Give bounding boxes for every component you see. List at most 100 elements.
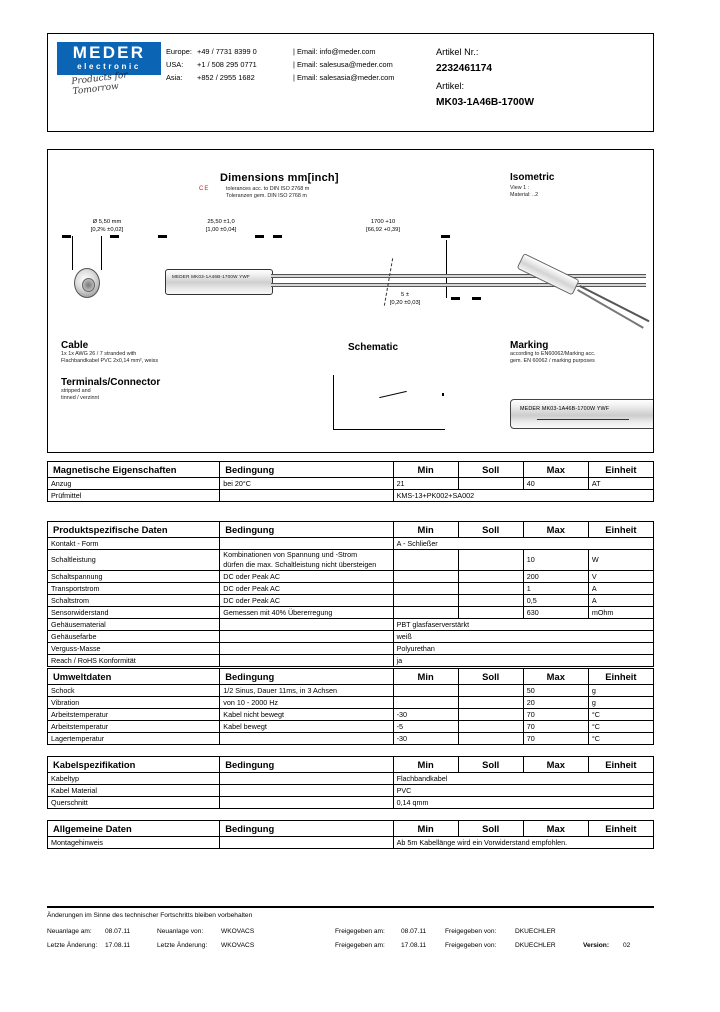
footer-releasedby2-label: Freigegeben von: (445, 942, 497, 949)
isometric-wire-2 (577, 289, 644, 329)
footer-version-value: 02 (623, 942, 631, 949)
row-param: Kabeltyp (46, 772, 221, 785)
table-title-product: Produktspezifische Daten (46, 521, 221, 538)
cable-lead-bottom (271, 283, 646, 287)
footer-modified-label: Letzte Änderung: (47, 942, 98, 949)
footer-disclaimer: Änderungen im Sinne des technischer Fort… (47, 912, 253, 919)
footer-modifiedby-value: WKOVACS (221, 942, 255, 949)
table-row: Montagehinweis Ab 5m Kabellänge wird ein… (46, 836, 655, 849)
row-span-value: PVC (392, 784, 655, 797)
row-param: Gehäusefarbe (46, 630, 221, 643)
col-max: Max (522, 461, 589, 478)
table-row: Prüfmittel KMS-13+PK002+SA002 (46, 489, 655, 502)
schematic-title: Schematic (348, 342, 399, 353)
schematic-bottom-lead (333, 429, 445, 430)
table-row: Reach / RoHS Konformität ja (46, 654, 655, 667)
footer-version-label: Version: (583, 942, 610, 949)
schematic-contact-dot (442, 393, 444, 396)
cable-info-block: Cable 1x 1x AWG 26 / 7 stranded with Fla… (61, 340, 158, 365)
contact-email-usa: | Email: salesusa@meder.com (293, 60, 393, 70)
schematic-left-lead (333, 375, 334, 430)
ce-mark-icon: CE (199, 186, 210, 192)
schematic-block: Schematic (348, 342, 398, 353)
contact-region-asia: Asia: (166, 73, 183, 83)
row-soll (457, 549, 524, 571)
dimensions-subtitle: tolerances acc. to DIN ISO 2768 m Tolera… (226, 186, 309, 200)
row-max: 40 (522, 477, 589, 490)
col-einheit: Einheit (587, 756, 655, 773)
logo-sub-text: electronic (77, 62, 141, 71)
row-cond: DC oder Peak AC (219, 570, 394, 583)
dim-tick-1 (62, 235, 71, 238)
row-unit: A (587, 582, 655, 595)
footer-releasedby-value: DKUECHLER (515, 928, 556, 935)
row-max: 630 (522, 606, 589, 619)
logo-brand-text: MEDER (72, 43, 146, 62)
row-cond-line2: dürfen die max. Schaltleistung nicht übe… (223, 560, 377, 569)
row-unit: AT (587, 477, 655, 490)
row-cond (219, 836, 394, 849)
footer-version-value-empty (623, 925, 653, 939)
contact-phone-europe: +49 / 7731 8399 0 (197, 47, 257, 56)
row-param: Vibration (46, 696, 221, 709)
footer-released2-date: 17.08.11 (401, 942, 427, 949)
table-row: Kabel Material PVC (46, 784, 655, 797)
dim-tick-4 (255, 235, 264, 238)
row-param: Kabel Material (46, 784, 221, 797)
row-max: 70 (522, 720, 589, 733)
col-einheit: Einheit (587, 461, 655, 478)
marking-section-title: Marking (510, 340, 549, 351)
row-unit: °C (587, 708, 655, 721)
schematic-reed-blade (379, 390, 407, 399)
row-max: 50 (522, 684, 589, 697)
company-logo: MEDER electronic Products for Tomorrow (57, 42, 161, 100)
marking-section-line2: gem. EN 60062 / marking purposes (510, 358, 595, 365)
header-box: MEDER electronic Products for Tomorrow E… (47, 33, 654, 132)
article-number-value: 2232461174 (436, 62, 493, 74)
row-unit: A (587, 594, 655, 607)
row-soll (457, 477, 524, 490)
dim-tick-5 (273, 235, 282, 238)
row-unit: W (587, 549, 655, 571)
footer-spacer (305, 925, 335, 939)
dim-body-length-inch: [1,00 ±0,04] (205, 227, 237, 234)
dim-diameter-mm: Ø 5,50 mm (92, 219, 122, 225)
cable-section-line1: 1x 1x AWG 26 / 7 stranded with (61, 351, 137, 357)
leader-line-1 (72, 236, 73, 270)
row-span-value: KMS-13+PK002+SA002 (392, 489, 655, 502)
row-max: 20 (522, 696, 589, 709)
row-cond: 1/2 Sinus, Dauer 11ms, in 3 Achsen (219, 684, 394, 697)
row-param: Schaltleistung (46, 549, 221, 571)
col-einheit: Einheit (587, 521, 655, 538)
row-soll (457, 606, 524, 619)
row-max: 200 (522, 570, 589, 583)
table-row: Vibration von 10 - 2000 Hz 20 g (46, 696, 655, 709)
row-param: Prüfmittel (46, 489, 221, 502)
row-span-value: A - Schließer (392, 537, 655, 550)
table-row: Schaltstrom DC oder Peak AC 0,5 A (46, 594, 655, 607)
dim-strip-inch: [0,20 ±0,03] (389, 300, 421, 307)
dim-tick-7 (451, 297, 460, 300)
col-soll: Soll (457, 756, 524, 773)
col-soll: Soll (457, 521, 524, 538)
dimensions-title: Dimensions mm[inch] (220, 172, 339, 184)
row-min: -30 (392, 732, 459, 745)
row-max: 70 (522, 708, 589, 721)
row-param: Querschnitt (46, 796, 221, 809)
sensor-body: MEDER MK03-1A46B-1700W YWF (165, 269, 273, 295)
table-row: Schock 1/2 Sinus, Dauer 11ms, in 3 Achse… (46, 684, 655, 697)
row-max: 70 (522, 732, 589, 745)
table-row: Transportstrom DC oder Peak AC 1 A (46, 582, 655, 595)
row-span-value: Ab 5m Kabellänge wird ein Vorwiderstand … (392, 836, 655, 849)
col-soll: Soll (457, 820, 524, 837)
row-cond (219, 772, 394, 785)
row-cond (219, 732, 394, 745)
row-cond (219, 489, 394, 502)
table-environmental-data: Umweltdaten Bedingung Min Soll Max Einhe… (46, 668, 655, 745)
table-header-row: Produktspezifische Daten Bedingung Min S… (46, 521, 655, 538)
footer-createdby-label: Neuanlage von: (157, 928, 204, 935)
table-header-row: Allgemeine Daten Bedingung Min Soll Max … (46, 820, 655, 837)
row-min (392, 570, 459, 583)
row-span-value: Polyurethan (392, 642, 655, 655)
row-min (392, 594, 459, 607)
